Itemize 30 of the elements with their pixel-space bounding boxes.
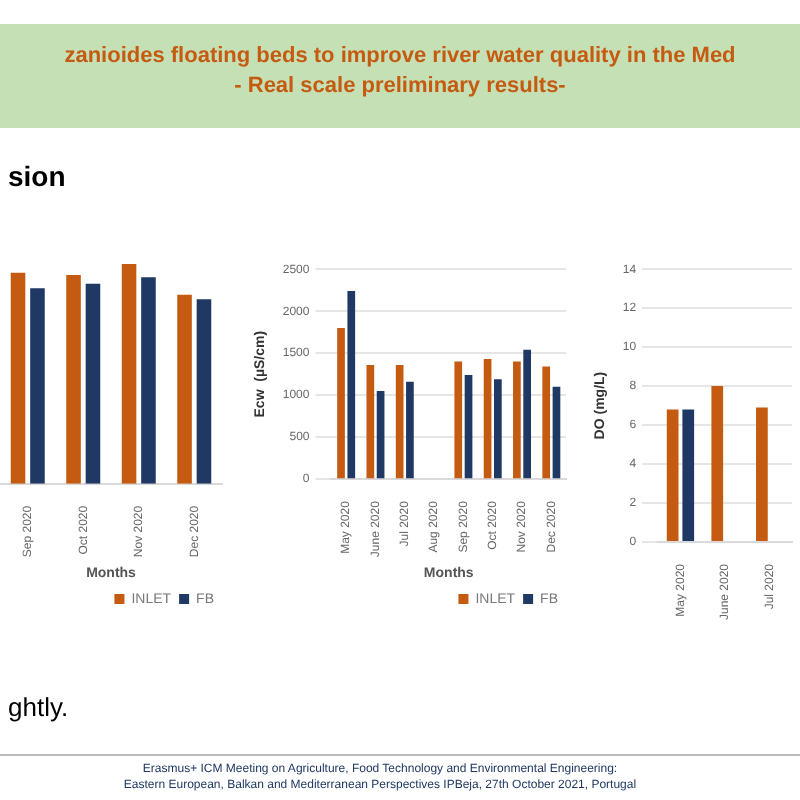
bar <box>121 264 137 484</box>
bar <box>141 277 156 484</box>
bar <box>66 274 81 484</box>
bar <box>666 409 679 541</box>
text: ghtly. <box>8 692 69 722</box>
bar <box>483 359 492 479</box>
bar <box>542 366 551 479</box>
bar <box>552 386 561 479</box>
bar <box>682 409 695 541</box>
bar <box>406 381 414 479</box>
bar <box>464 375 473 479</box>
bar <box>177 294 192 484</box>
bar <box>347 291 356 479</box>
chart-subtitle: - Real scale preliminary results- <box>232 74 568 98</box>
bar <box>711 386 724 541</box>
bar <box>10 272 26 484</box>
bar <box>494 379 502 479</box>
bar <box>30 288 45 484</box>
bar <box>376 390 385 479</box>
bar <box>395 364 404 479</box>
bar <box>196 299 212 484</box>
bar <box>337 327 345 479</box>
chart-title: zanioides floating beds to improve river water quality in the Med <box>62 44 738 68</box>
bar <box>523 349 532 479</box>
bar <box>513 361 521 479</box>
bar <box>85 283 101 484</box>
bar <box>756 407 768 541</box>
bar <box>366 364 375 479</box>
bar <box>454 361 463 479</box>
text: sion <box>8 160 66 192</box>
